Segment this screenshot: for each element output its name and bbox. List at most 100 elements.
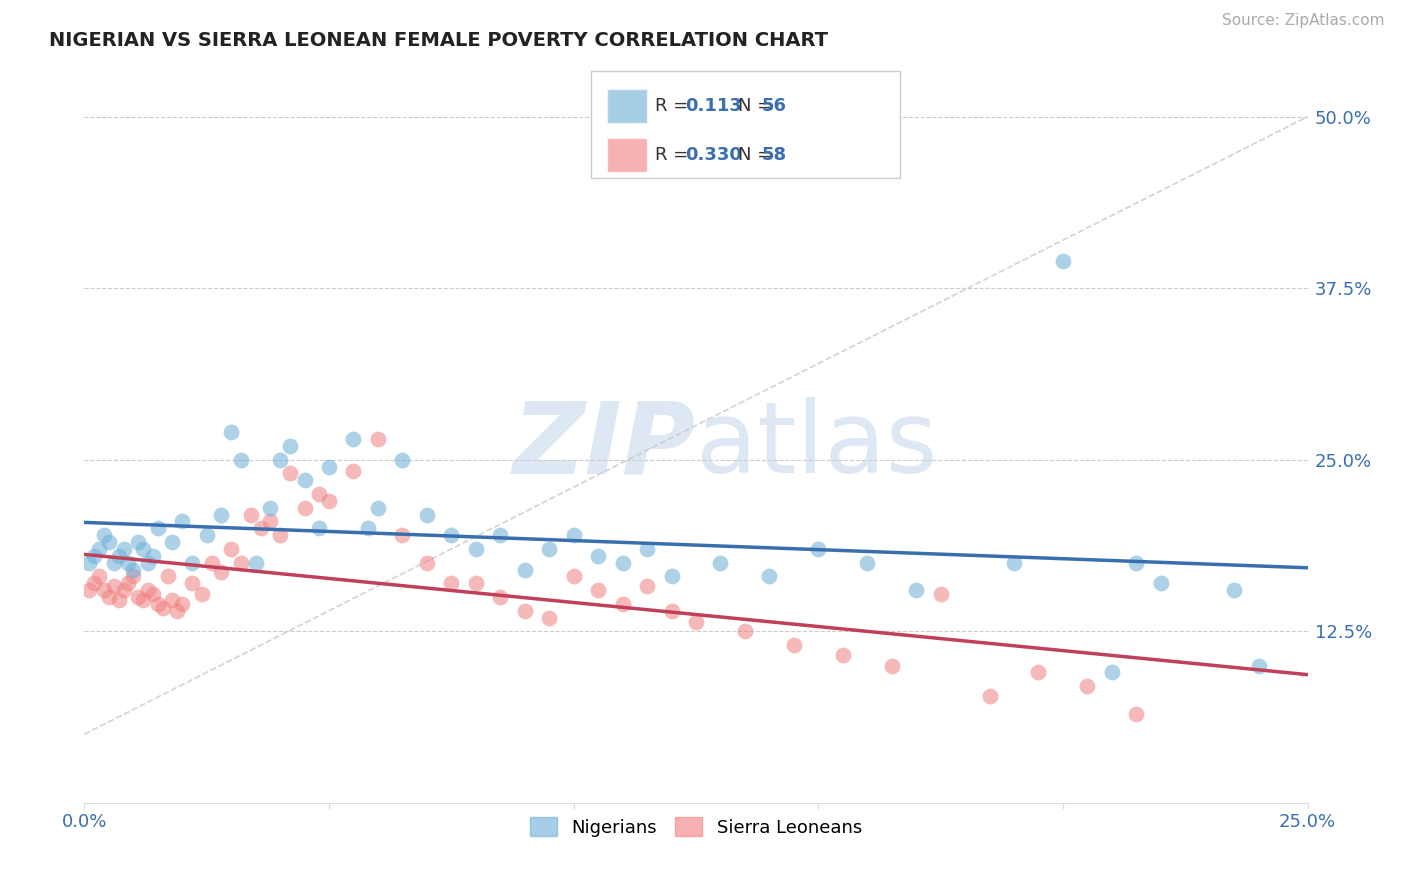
Point [440, 576, 463, 591]
Point [1223, 583, 1246, 598]
Point [97, 535, 120, 549]
Text: Source: ZipAtlas.com: Source: ZipAtlas.com [1222, 13, 1385, 29]
Point [278, 467, 301, 481]
Point [87, 541, 110, 556]
Point [807, 541, 830, 556]
Point [464, 576, 486, 591]
Point [156, 569, 179, 583]
Point [249, 521, 271, 535]
Point [166, 604, 188, 618]
Point [146, 597, 169, 611]
Point [136, 583, 159, 598]
Point [367, 432, 389, 446]
Point [200, 556, 222, 570]
Point [357, 521, 380, 535]
Point [391, 452, 413, 467]
Point [122, 562, 145, 576]
Point [132, 541, 155, 556]
Point [979, 689, 1001, 703]
Point [1028, 665, 1050, 680]
Point [195, 528, 218, 542]
Point [513, 604, 536, 618]
Point [734, 624, 756, 639]
Point [538, 541, 561, 556]
Text: N =: N = [738, 146, 778, 164]
Point [929, 587, 952, 601]
Point [209, 566, 232, 580]
Point [112, 541, 135, 556]
Point [127, 590, 149, 604]
Point [136, 556, 159, 570]
Text: atlas: atlas [696, 398, 938, 494]
Point [318, 494, 340, 508]
Point [905, 583, 928, 598]
Point [318, 459, 340, 474]
Point [416, 508, 439, 522]
Point [440, 528, 463, 542]
Point [416, 556, 439, 570]
Point [209, 508, 232, 522]
Point [661, 569, 683, 583]
Text: R =: R = [655, 96, 695, 114]
Point [93, 528, 115, 542]
Point [219, 425, 242, 440]
Text: R =: R = [655, 146, 695, 164]
Point [1125, 556, 1147, 570]
Point [538, 610, 561, 624]
Point [308, 521, 330, 535]
Point [513, 562, 536, 576]
Point [308, 487, 330, 501]
Point [489, 528, 512, 542]
Text: 0.330: 0.330 [685, 146, 741, 164]
Point [278, 439, 301, 453]
Point [229, 452, 252, 467]
Point [464, 541, 486, 556]
Point [146, 521, 169, 535]
Point [122, 569, 145, 583]
Point [880, 658, 903, 673]
Point [132, 592, 155, 607]
Point [77, 583, 100, 598]
Point [93, 583, 115, 598]
Point [112, 583, 135, 598]
Point [229, 556, 252, 570]
Point [586, 549, 609, 563]
Point [219, 541, 242, 556]
Point [758, 569, 780, 583]
Point [87, 569, 110, 583]
Point [1052, 253, 1074, 268]
Legend: Nigerians, Sierra Leoneans: Nigerians, Sierra Leoneans [523, 810, 869, 844]
Point [1002, 556, 1025, 570]
Point [172, 515, 194, 529]
Point [117, 576, 139, 591]
Point [342, 432, 364, 446]
Point [83, 549, 105, 563]
Point [259, 500, 281, 515]
Point [342, 464, 364, 478]
Point [77, 556, 100, 570]
Point [107, 592, 129, 607]
Point [142, 549, 165, 563]
Point [103, 556, 125, 570]
Point [294, 473, 316, 487]
Text: ZIP: ZIP [513, 398, 696, 494]
Point [107, 549, 129, 563]
Point [152, 601, 174, 615]
Point [239, 508, 262, 522]
Text: N =: N = [738, 96, 778, 114]
Point [831, 648, 853, 662]
Point [1076, 679, 1098, 693]
Point [181, 576, 204, 591]
Point [162, 592, 184, 607]
Point [562, 569, 585, 583]
Point [83, 576, 105, 591]
Point [181, 556, 204, 570]
Point [269, 452, 291, 467]
Point [612, 556, 634, 570]
Point [612, 597, 634, 611]
Point [172, 597, 194, 611]
Point [1101, 665, 1123, 680]
Point [294, 500, 316, 515]
Point [783, 638, 806, 652]
Point [245, 556, 267, 570]
